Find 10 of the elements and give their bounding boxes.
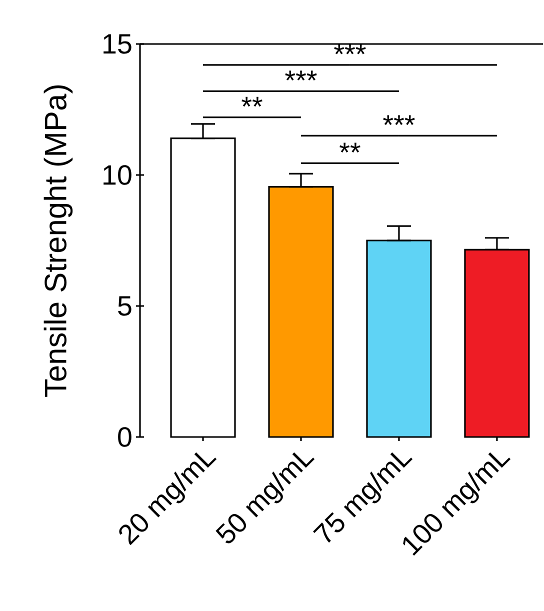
annotation: ** bbox=[340, 142, 360, 153]
annotation: ** bbox=[242, 96, 263, 107]
annotation: *** bbox=[334, 44, 366, 54]
y-tick-label: 10 bbox=[104, 165, 132, 185]
y-axis-title: Tensile Strenght (MPa) bbox=[44, 85, 73, 397]
annotation: *** bbox=[285, 70, 317, 80]
y-tick-label: 15 bbox=[104, 34, 132, 54]
annotation: *** bbox=[383, 115, 415, 125]
y-tick-label: 0 bbox=[118, 427, 132, 447]
y-tick-label: 5 bbox=[118, 296, 132, 316]
